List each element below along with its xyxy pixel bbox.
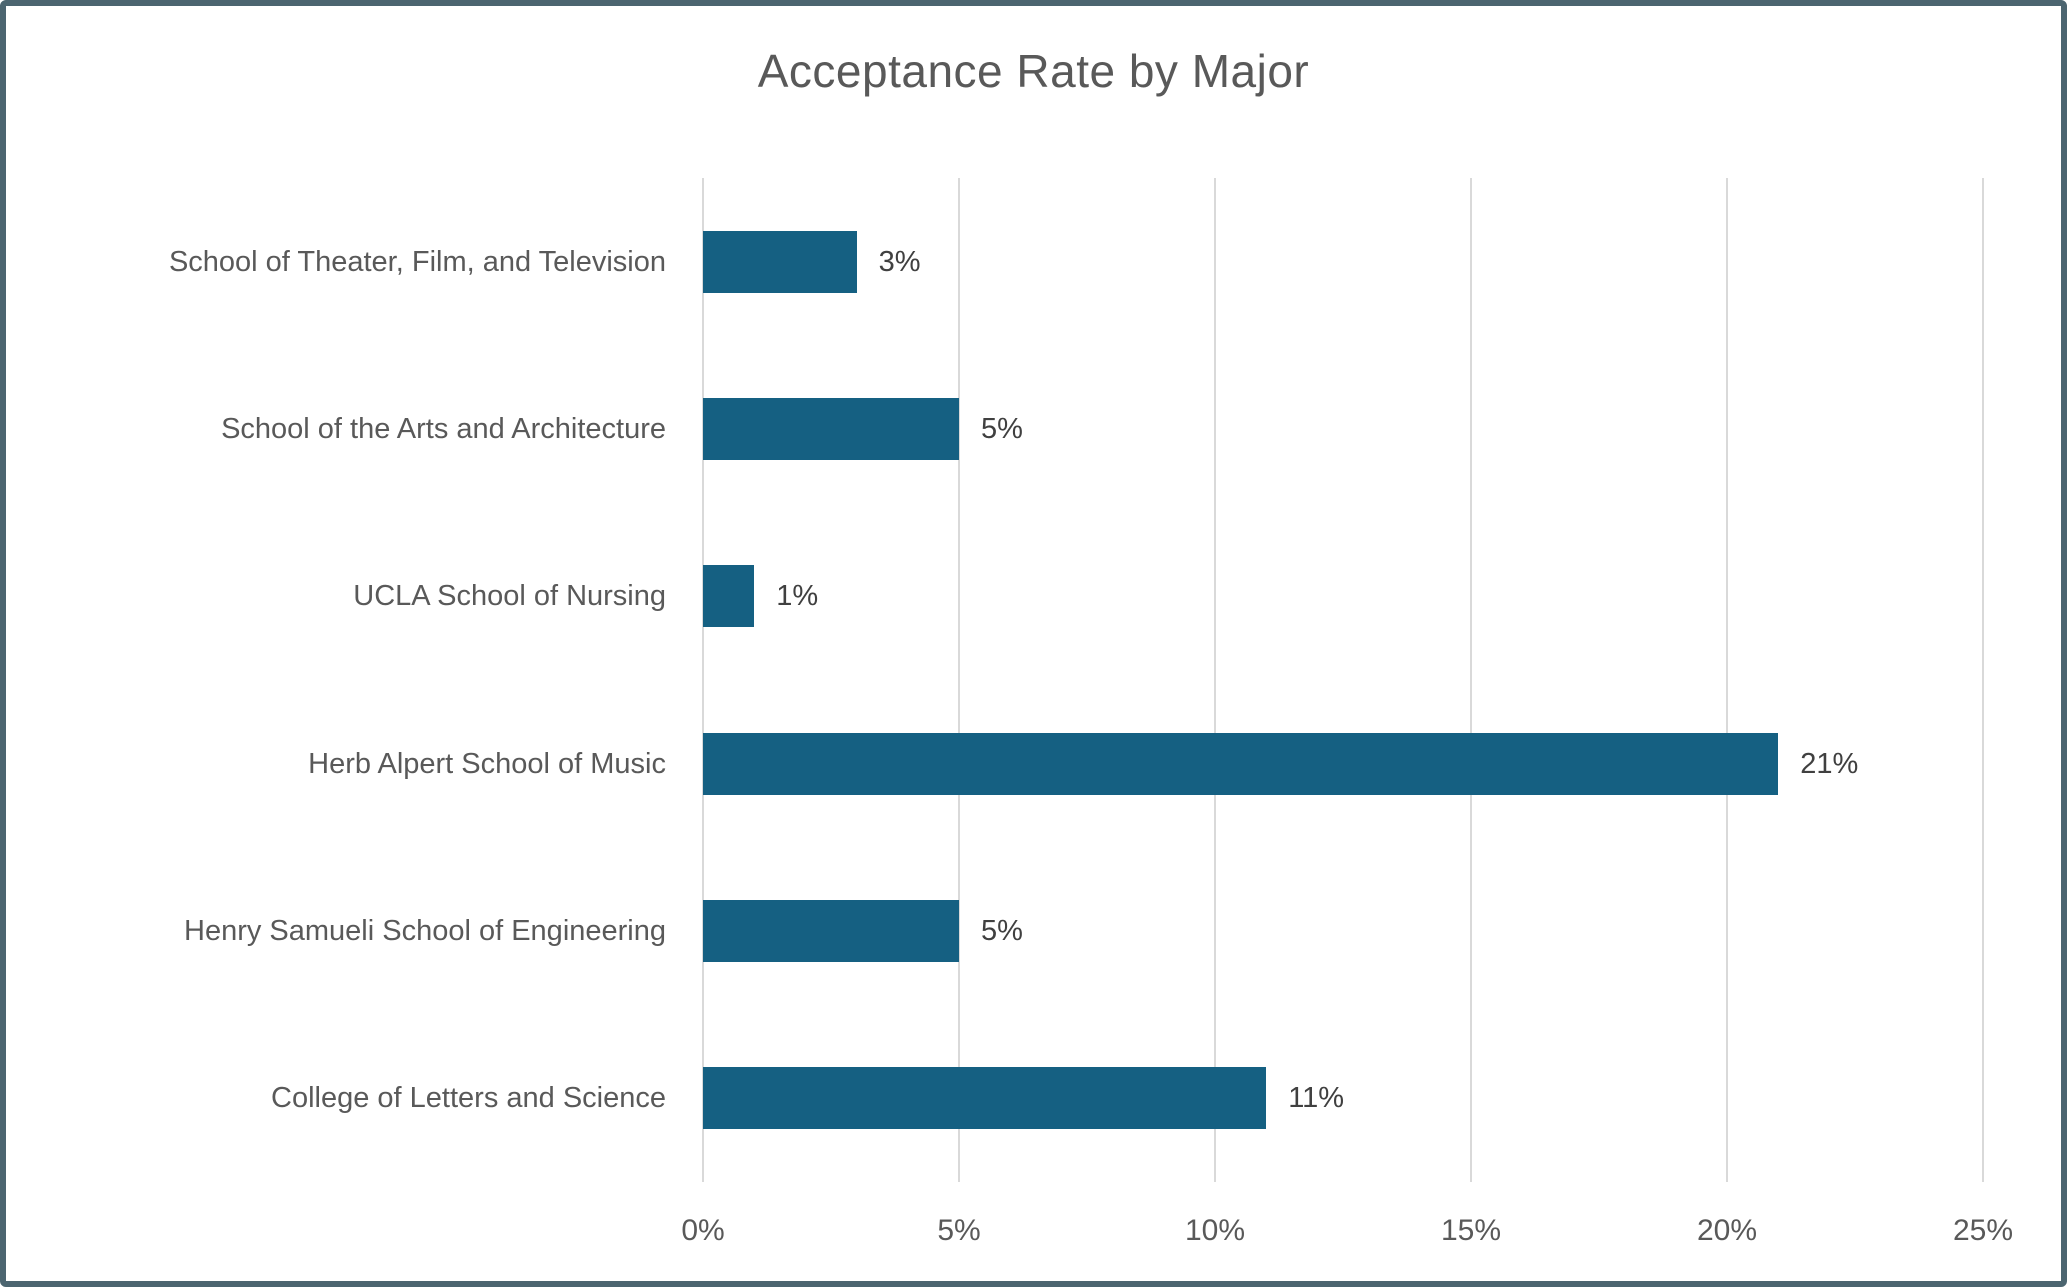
gridline — [702, 178, 704, 1182]
category-label: School of Theater, Film, and Television — [168, 245, 666, 278]
bar — [703, 230, 857, 293]
data-label: 5% — [981, 413, 1023, 445]
category-label: School of the Arts and Architecture — [221, 413, 666, 445]
bar — [703, 565, 755, 628]
bar — [703, 398, 959, 460]
chart-title: Acceptance Rate by Major — [757, 45, 1310, 97]
x-tick-label: 20% — [1696, 1214, 1758, 1247]
gridline — [1470, 178, 1472, 1182]
data-label: 21% — [1800, 747, 1859, 780]
gridline — [1982, 178, 1984, 1182]
x-tick-label: 0% — [681, 1214, 725, 1247]
category-label: College of Letters and Science — [271, 1082, 666, 1115]
gridline — [1214, 178, 1216, 1182]
bar — [703, 1067, 1267, 1130]
data-label: 1% — [776, 580, 819, 613]
category-label: UCLA School of Nursing — [353, 580, 666, 613]
x-tick-label: 25% — [1952, 1214, 2014, 1247]
gridline — [958, 178, 960, 1182]
bar — [703, 900, 959, 962]
x-tick-label: 10% — [1184, 1214, 1246, 1247]
x-tick-label: 5% — [937, 1214, 981, 1247]
data-label: 5% — [981, 915, 1023, 947]
category-label: Herb Alpert School of Music — [308, 747, 666, 780]
bar — [703, 732, 1779, 795]
data-label: 11% — [1288, 1082, 1345, 1115]
data-label: 3% — [878, 245, 921, 278]
category-label: Henry Samueli School of Engineering — [184, 915, 666, 947]
x-tick-label: 15% — [1440, 1214, 1502, 1247]
gridline — [1726, 178, 1728, 1182]
